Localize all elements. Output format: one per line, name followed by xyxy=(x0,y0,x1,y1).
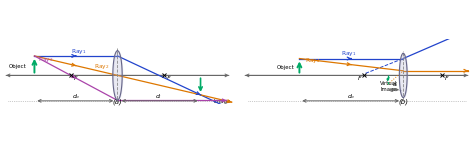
Text: Ray$_1$: Ray$_1$ xyxy=(341,49,356,58)
Text: Object: Object xyxy=(9,64,27,69)
Text: Virtual
Image: Virtual Image xyxy=(380,81,398,92)
Text: Ray$_4$: Ray$_4$ xyxy=(305,56,320,65)
Text: $d_i$: $d_i$ xyxy=(155,92,163,101)
Text: $d_i$: $d_i$ xyxy=(392,81,399,90)
Text: $F$: $F$ xyxy=(444,74,450,82)
Text: Object: Object xyxy=(276,65,294,70)
Text: $F$: $F$ xyxy=(73,74,79,82)
Text: Ray$_2$: Ray$_2$ xyxy=(94,62,109,71)
Text: $d_o$: $d_o$ xyxy=(72,92,80,101)
Text: $F$: $F$ xyxy=(356,74,362,82)
Text: (b): (b) xyxy=(398,98,408,105)
Text: (a): (a) xyxy=(113,98,122,105)
Text: $F$: $F$ xyxy=(166,74,172,82)
Text: Ray$_1$: Ray$_1$ xyxy=(71,47,86,56)
Text: Image: Image xyxy=(213,99,231,104)
Text: $d_o$: $d_o$ xyxy=(347,92,356,101)
Text: Ray$_3$: Ray$_3$ xyxy=(38,55,54,64)
